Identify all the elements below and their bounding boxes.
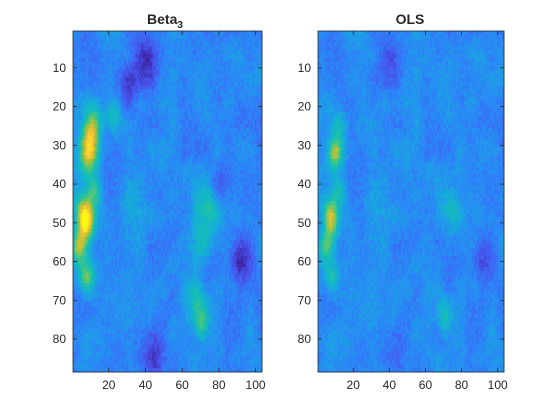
beta3-heatmap-cells xyxy=(73,31,262,372)
beta3-axes: Beta3 20 40 60 80 1001020304050607080 xyxy=(53,11,266,392)
beta3-title-subscript: 3 xyxy=(177,20,183,31)
